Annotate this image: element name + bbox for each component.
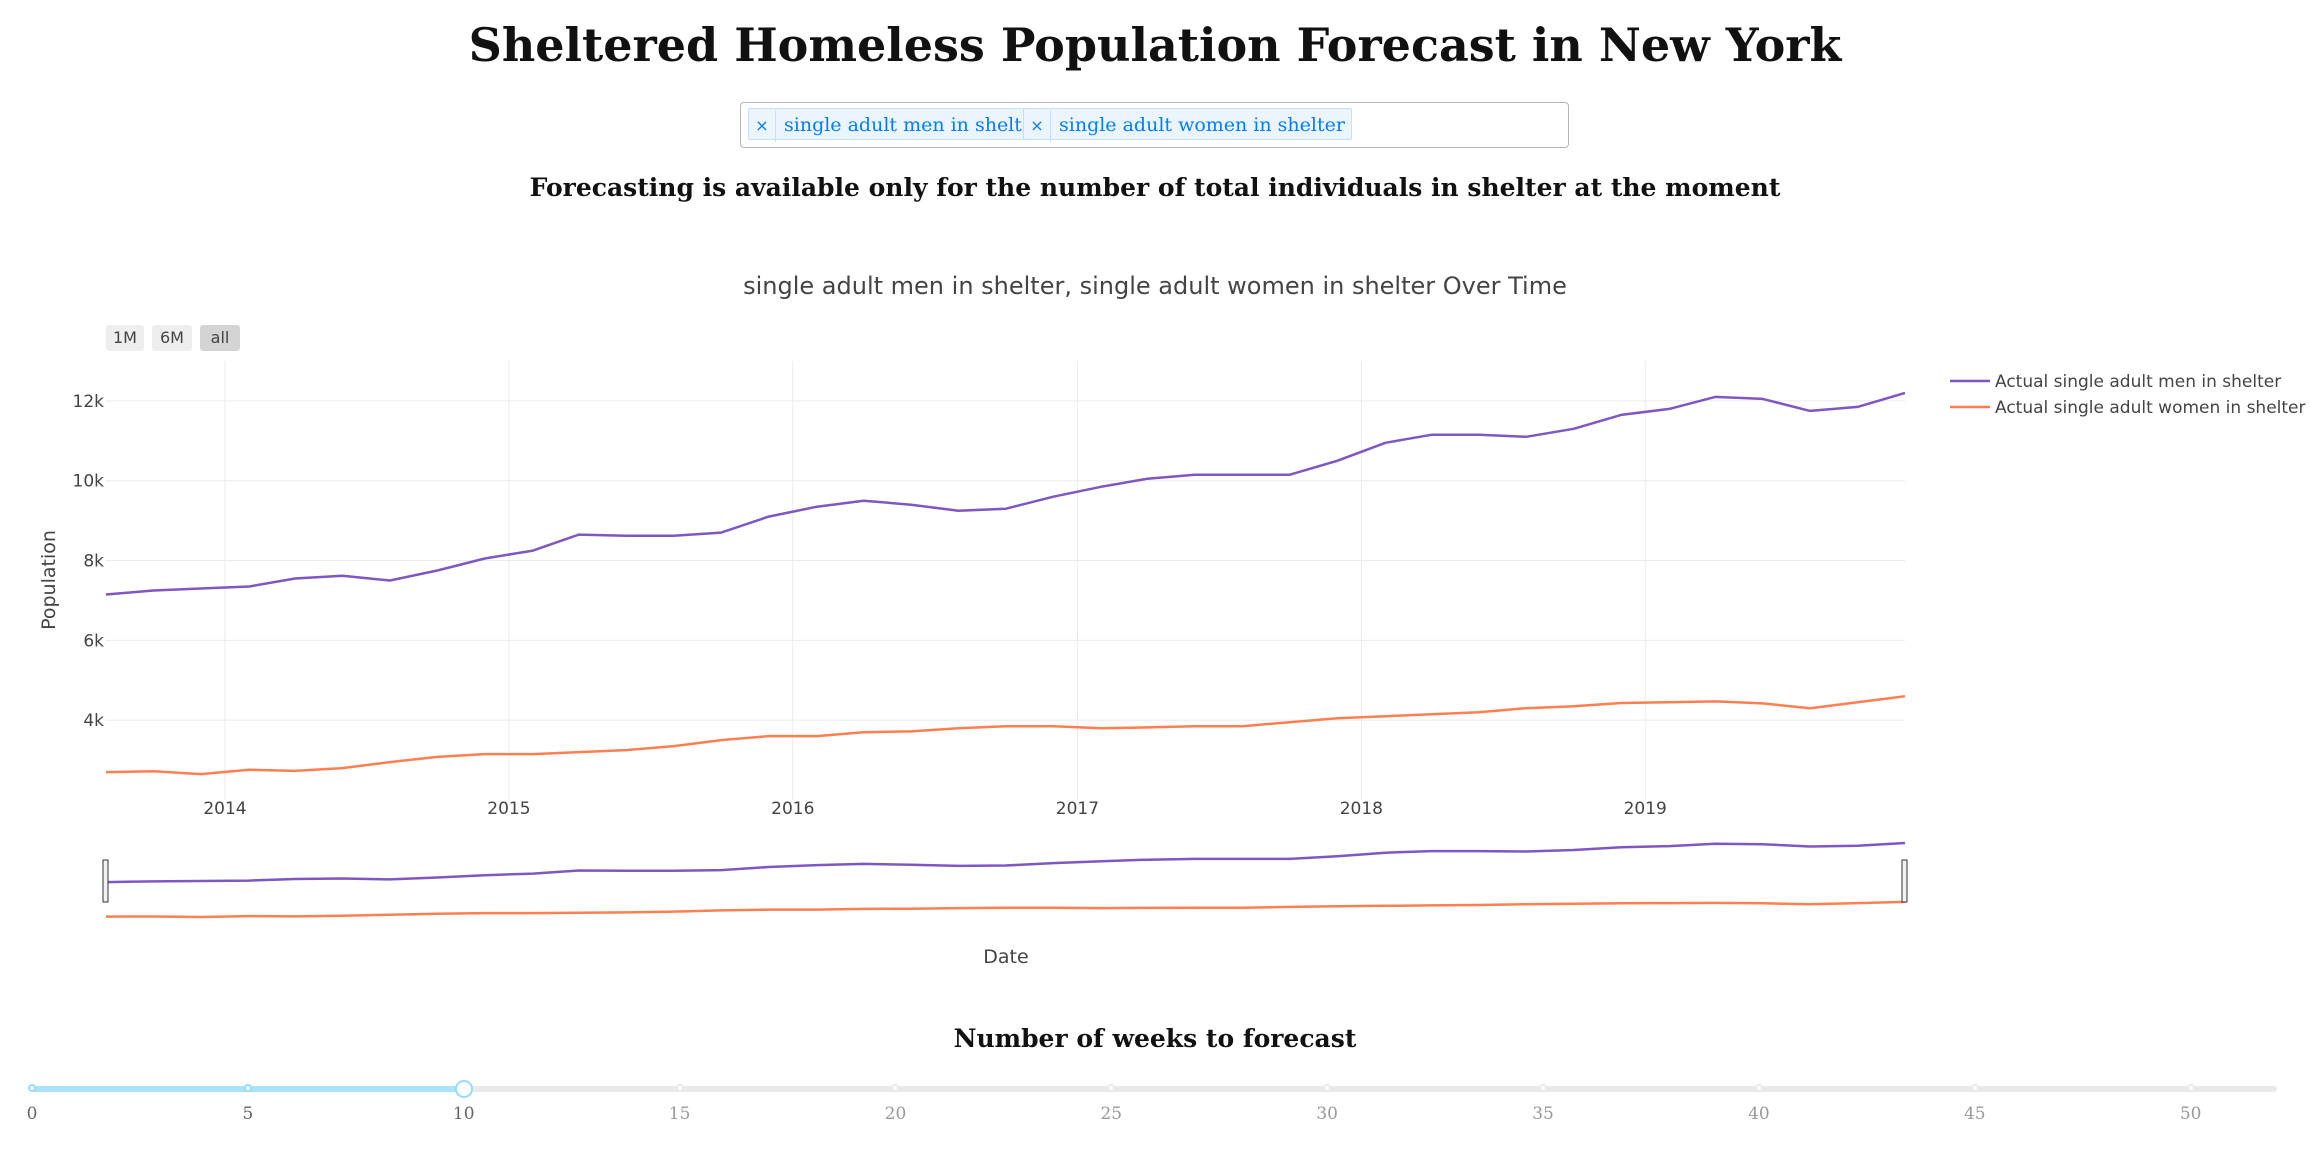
tag-label-men: single adult men in shelter <box>784 114 1043 136</box>
legend-label-1: Actual single adult women in shelter <box>1995 398 2306 418</box>
selected-tag-women: × single adult women in shelter <box>1023 108 1352 142</box>
x-axis-title: Date <box>983 946 1028 968</box>
page-title: Sheltered Homeless Population Forecast i… <box>468 18 1842 72</box>
x-tick-label: 2017 <box>1056 799 1099 819</box>
category-multiselect[interactable]: × single adult men in shelter × single adu… <box>740 102 1569 148</box>
slider-mark-label[interactable]: 50 <box>2179 1104 2202 1124</box>
slider-mark-label[interactable]: 20 <box>884 1104 907 1124</box>
slider-mark-label[interactable]: 15 <box>668 1104 691 1124</box>
slider-mark-dot[interactable] <box>243 1084 252 1092</box>
slider-mark-label[interactable]: 0 <box>26 1104 38 1124</box>
chart-title: single adult men in shelter, single adul… <box>743 272 1567 300</box>
x-tick-label: 2018 <box>1340 799 1383 819</box>
legend-label-0: Actual single adult men in shelter <box>1995 372 2281 392</box>
slider-mark-dot[interactable] <box>675 1084 684 1092</box>
y-tick-label: 8k <box>83 552 104 572</box>
slider-mark-dot[interactable] <box>2186 1084 2195 1092</box>
range-1m-button[interactable]: 1M <box>106 325 144 351</box>
slider-mark-dot[interactable] <box>1754 1084 1763 1092</box>
y-tick-label: 6k <box>83 631 104 651</box>
range-slider-right-handle[interactable] <box>1901 859 1908 903</box>
slider-mark-dot[interactable] <box>891 1084 900 1092</box>
slider-mark-dot[interactable] <box>28 1084 36 1092</box>
slider-mark-dot[interactable] <box>1970 1084 1979 1092</box>
slider-mark-label[interactable]: 40 <box>1748 1104 1770 1124</box>
slider-mark-dot[interactable] <box>1323 1084 1332 1092</box>
population-chart[interactable]: 4k 6k 8k 10k 12k 2014 2015 2016 2017 2018 2019 Popu… <box>0 0 2310 1000</box>
range-6m-button[interactable]: 6M <box>152 325 192 351</box>
y-tick-label: 12k <box>73 392 105 412</box>
range-slider-men-series-line <box>105 841 1906 884</box>
range-slider-left-handle[interactable] <box>102 859 109 903</box>
women-series-line <box>105 694 1906 776</box>
range-slider-women-series-line <box>105 900 1906 919</box>
slider-title: Number of weeks to forecast <box>953 1024 1357 1053</box>
range-slider[interactable] <box>102 841 1908 919</box>
y-axis-title: Population <box>38 530 60 630</box>
men-series-line <box>105 391 1906 596</box>
x-tick-label: 2014 <box>203 799 246 819</box>
y-tick-label: 4k <box>83 711 104 731</box>
slider-mark-label[interactable]: 45 <box>1963 1104 1986 1124</box>
slider-mark-label[interactable]: 10 <box>452 1104 475 1124</box>
slider-mark-label[interactable]: 30 <box>1316 1104 1338 1124</box>
x-tick-label: 2015 <box>487 799 530 819</box>
forecast-notice: Forecasting is available only for the nu… <box>529 173 1781 202</box>
remove-women-tag-button[interactable]: × <box>1024 110 1051 142</box>
x-tick-label: 2019 <box>1624 799 1667 819</box>
x-tick-label: 2016 <box>771 799 814 819</box>
slider-mark-label[interactable]: 25 <box>1100 1104 1123 1124</box>
remove-men-tag-button[interactable]: × <box>749 110 776 142</box>
range-all-button[interactable]: all <box>200 325 240 351</box>
slider-mark-label[interactable]: 35 <box>1532 1104 1554 1124</box>
tag-label-women: single adult women in shelter <box>1059 114 1345 136</box>
weeks-slider-handle[interactable] <box>454 1080 473 1098</box>
slider-mark-label[interactable]: 5 <box>242 1104 254 1124</box>
y-tick-label: 10k <box>73 472 105 492</box>
slider-mark-dot[interactable] <box>1539 1084 1548 1092</box>
selected-tag-men: × single adult men in shelter <box>748 108 1050 142</box>
slider-mark-dot[interactable] <box>1107 1084 1116 1092</box>
slider-rail[interactable] <box>32 1086 2277 1092</box>
legend: Actual single adult men in shelter Actual… <box>1950 372 2306 418</box>
